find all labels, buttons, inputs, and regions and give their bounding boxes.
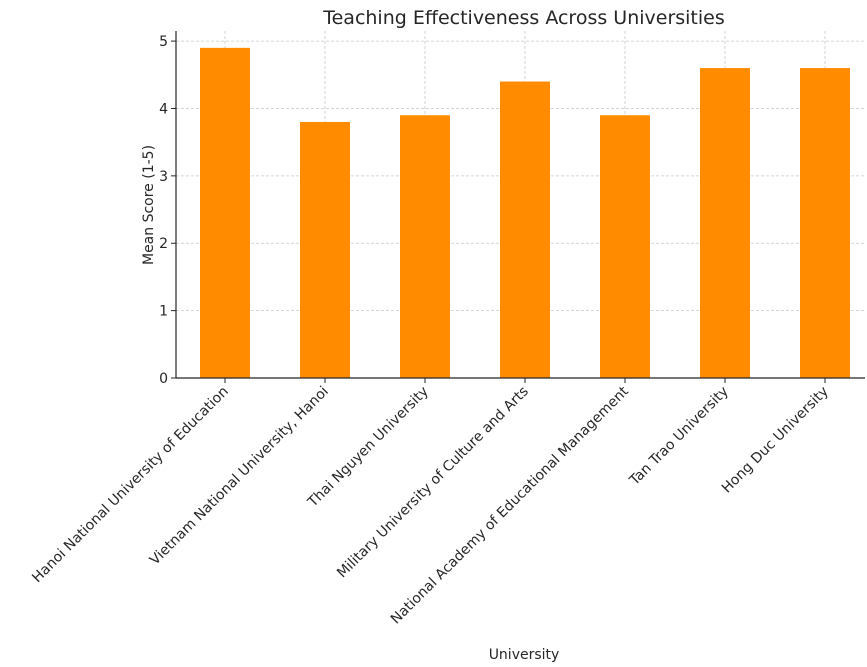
bar (300, 121, 350, 378)
x-tick-label: Military University of Culture and Arts (334, 384, 532, 582)
bar (500, 81, 550, 378)
bar (800, 68, 850, 378)
x-tick-label: National Academy of Educational Manageme… (388, 383, 632, 627)
y-tick-label: 0 (159, 371, 168, 387)
x-tick-label: Hong Duc University (719, 384, 832, 497)
bar (200, 47, 250, 378)
bar (600, 115, 650, 378)
y-tick-label: 5 (159, 34, 168, 50)
x-tick-label: Tan Trao University (626, 384, 732, 490)
chart-title: Teaching Effectiveness Across Universiti… (322, 7, 725, 29)
bars (200, 47, 850, 378)
x-axis-label: University (489, 647, 560, 663)
bar (700, 68, 750, 378)
x-tick-label: Hanoi National University of Education (29, 384, 232, 587)
y-tick-label: 2 (159, 236, 168, 252)
x-tick-label: Vietnam National University, Hanoi (147, 384, 332, 569)
axes (171, 31, 865, 383)
y-axis-label: Mean Score (1-5) (141, 145, 157, 265)
y-tick-label: 3 (159, 169, 168, 185)
bar (400, 115, 450, 378)
y-tick-label: 4 (159, 101, 168, 117)
y-tick-label: 1 (159, 304, 168, 320)
